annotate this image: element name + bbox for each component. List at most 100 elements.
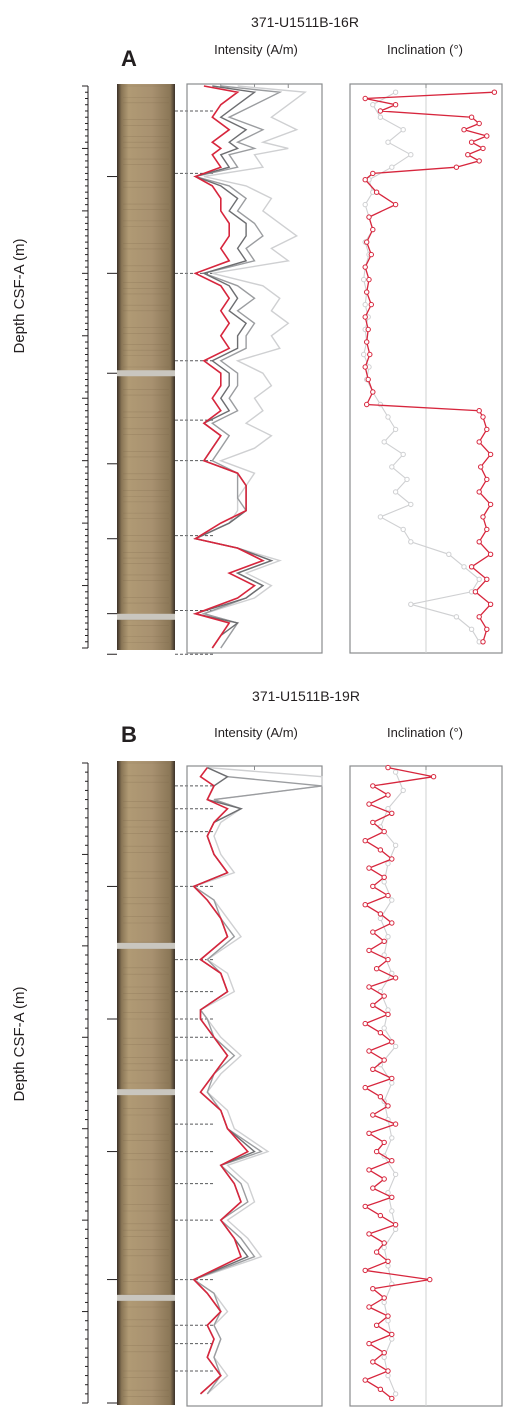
panel-a-inclination-point xyxy=(476,439,482,445)
panel-b-inclination-point xyxy=(389,1331,395,1338)
panel-b-inclination-point xyxy=(389,1194,395,1201)
panel-b-inclination-point xyxy=(366,801,372,807)
panel-a-intensity-plot xyxy=(186,83,323,654)
panel-b-inclination-point xyxy=(381,879,387,885)
panel-a-inclination-point xyxy=(364,401,370,408)
panel-a-inclination-series-red xyxy=(364,91,495,642)
panel-b-intensity-series-red xyxy=(192,767,250,1395)
panel-b-inclination-point xyxy=(385,956,391,963)
panel-a-inclination-point xyxy=(476,539,482,545)
panel-b-inclination-point xyxy=(373,1249,380,1255)
panel-a: 371-U1511B-16R A Intensity (A/m) Inclina… xyxy=(11,14,503,655)
panel-b-inclination-point xyxy=(381,1244,387,1251)
panel-a-inclination-point xyxy=(373,189,380,195)
panel-b-inclination-point xyxy=(389,1075,395,1082)
panel-a-intensity-series-dark-gray xyxy=(192,85,274,649)
panel-b-inclination-point xyxy=(370,1066,376,1073)
panel-a-inclination-point xyxy=(465,152,471,158)
panel-b-depth-axis xyxy=(82,762,89,1404)
panel-a-inclination-point xyxy=(487,601,494,607)
panel-b-inclination-point xyxy=(373,1148,380,1155)
panel-a-inclination-point xyxy=(392,102,399,108)
panel-b-inclination-point xyxy=(377,1030,384,1036)
panel-a-inclination-point xyxy=(408,601,414,607)
panel-b-inclination-point xyxy=(381,828,387,835)
panel-b-inclination-point xyxy=(389,1395,395,1402)
panel-a-inclination-point xyxy=(480,639,486,645)
panel-b-inclination-point xyxy=(366,1304,372,1310)
panel-b-inclination-point xyxy=(389,1336,395,1342)
panel-a-inclination-point xyxy=(370,389,376,395)
panel-b-inclination-point xyxy=(385,1103,391,1109)
panel-b-inclination-point xyxy=(362,1267,368,1274)
panel-b-core-gap xyxy=(117,1294,175,1301)
panel-a-inclination-point xyxy=(484,576,490,582)
panel-b-depth-axis-label: Depth CSF-A (m) xyxy=(11,986,28,1101)
panel-b-inclination-point xyxy=(373,1322,380,1329)
panel-a-inclination-point xyxy=(370,102,376,108)
panel-b-inclination-point xyxy=(381,1057,387,1063)
panel-a-inclination-point xyxy=(487,551,494,557)
panel-a-inclination-point xyxy=(400,526,406,533)
panel-b-inclination-point xyxy=(392,1043,399,1050)
panel-a-inclination-point xyxy=(461,127,467,133)
panel-a-inclination-point xyxy=(364,289,370,295)
panel-a-inclination-point xyxy=(468,139,475,145)
panel-b-inclination-point xyxy=(385,1263,391,1269)
panel-a-inclination-xlabel: Inclination (°) xyxy=(387,42,463,57)
panel-b-inclination-xlabel: Inclination (°) xyxy=(387,725,463,740)
panel-a-inclination-point xyxy=(361,276,367,283)
panel-b-inclination-point xyxy=(392,1391,399,1397)
panel-b-inclination-point xyxy=(392,842,399,848)
panel-b-inclination-point xyxy=(389,1158,395,1164)
panel-b-intensity-xlabel: Intensity (A/m) xyxy=(214,725,298,740)
panel-b-inclination-point xyxy=(381,1139,387,1146)
panel-b-inclination-point xyxy=(427,1276,433,1283)
panel-a-inclination-point xyxy=(377,114,384,120)
panel-b-inclination-point xyxy=(385,1313,391,1319)
panel-a-inclination-point xyxy=(476,614,482,620)
panel-b-inclination-point xyxy=(389,897,395,903)
panel-a-inclination-point xyxy=(392,201,399,208)
panel-a-inclination-point xyxy=(370,170,376,177)
panel-a-inclination-point xyxy=(472,589,479,595)
panel-b-core-title: 371-U1511B-19R xyxy=(252,688,360,704)
panel-a-inclination-point xyxy=(408,152,414,158)
panel-b-inclination-point xyxy=(377,847,384,853)
panel-a-inclination-point xyxy=(368,301,374,308)
panel-a-inclination-point xyxy=(484,426,490,433)
panel-a-inclination-point xyxy=(487,501,494,508)
panel-b-inclination-point xyxy=(385,892,391,899)
panel-b-inclination-point xyxy=(389,856,395,862)
panel-a-inclination-point xyxy=(476,576,482,582)
panel-b-inclination-point xyxy=(370,783,376,789)
panel-b-inclination-point xyxy=(381,993,387,999)
panel-a-inclination-point xyxy=(368,251,374,258)
panel-b-inclination-point xyxy=(377,915,384,922)
panel-b-inclination-point xyxy=(377,911,384,917)
panel-b-inclination-point xyxy=(389,1135,395,1141)
panel-a-inclination-point xyxy=(408,539,414,545)
panel-b-inclination-point xyxy=(370,1112,376,1118)
panel-b-inclination-point xyxy=(385,934,391,940)
panel-b-inclination-point xyxy=(385,1368,391,1374)
panel-a-inclination-point xyxy=(362,177,368,183)
panel-b-inclination-point xyxy=(362,902,368,908)
panel-a-inclination-point xyxy=(362,264,368,270)
panel-b-inclination-point xyxy=(385,764,391,771)
panel-a-intensity-series-mid-gray xyxy=(193,85,283,649)
panel-a-inclination-plot xyxy=(349,83,503,654)
panel-a-inclination-point xyxy=(453,614,460,620)
panel-b-inclination-point xyxy=(385,792,391,798)
panel-a-core-title: 371-U1511B-16R xyxy=(251,14,359,30)
panel-a-inclination-point xyxy=(468,564,475,570)
panel-b-inclination-point xyxy=(381,874,387,880)
panel-b-inclination-point xyxy=(366,947,372,954)
panel-b-inclination-point xyxy=(366,1231,372,1237)
panel-b-inclination-point xyxy=(381,1176,387,1182)
panel-a-inclination-point xyxy=(480,414,486,420)
panel-b-inclination-point xyxy=(389,920,395,926)
panel-b-inclination-point xyxy=(370,929,376,935)
panel-b-inclination-point xyxy=(362,1084,368,1091)
panel-b-inclination-point xyxy=(400,787,406,794)
